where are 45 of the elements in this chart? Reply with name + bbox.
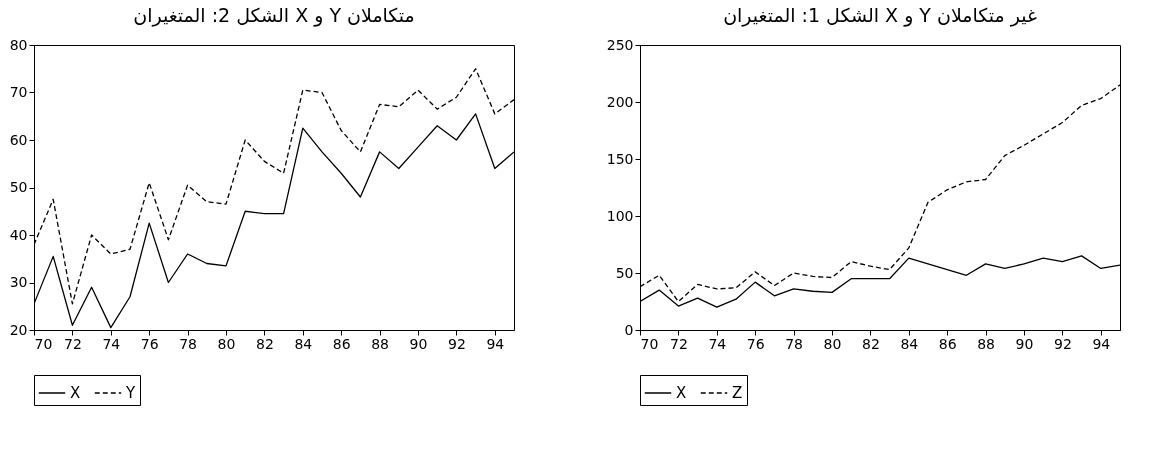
x-tick-label: 80 (217, 335, 236, 352)
y-tick-label: 30 (9, 274, 28, 290)
x-tick-label: 72 (63, 335, 82, 352)
x-tick-label: 72 (669, 335, 688, 352)
x-tick-label: 82 (255, 335, 274, 352)
x-tick-label: 70 (34, 335, 53, 352)
x-tick-label: 92 (1053, 335, 1072, 352)
y-tick-label: 250 (606, 36, 634, 53)
chart-title: الشكل 2: المتغيران X و Y متكاملان (133, 4, 415, 27)
x-tick-label: 82 (861, 335, 880, 352)
y-tick-label: 20 (9, 321, 28, 338)
y-tick-label: 80 (9, 36, 28, 53)
y-tick-label: 70 (9, 84, 28, 100)
y-tick-label: 100 (606, 207, 634, 224)
x-tick-label: 86 (332, 335, 351, 352)
legend-label: Z (732, 384, 743, 402)
chart-title: الشكل 1: المتغيران X و Y غير متكاملان (723, 4, 1037, 27)
x-tick-label: 92 (447, 335, 466, 352)
x-tick-label: 94 (486, 335, 505, 352)
x-tick-label: 78 (179, 335, 198, 352)
x-tick-label: 78 (785, 335, 804, 352)
x-tick-label: 84 (294, 335, 313, 352)
x-tick-label: 86 (938, 335, 957, 352)
y-tick-label: 200 (606, 93, 634, 110)
y-tick-label: 0 (624, 321, 634, 338)
x-tick-label: 90 (409, 335, 428, 352)
x-tick-label: 84 (900, 335, 919, 352)
legend-label: Y (125, 384, 136, 402)
x-tick-label: 88 (977, 335, 996, 352)
x-tick-label: 74 (708, 335, 727, 352)
x-tick-label: 70 (640, 335, 659, 352)
x-tick-label: 76 (140, 335, 159, 352)
x-tick-label: 80 (823, 335, 842, 352)
y-tick-label: 60 (9, 131, 28, 148)
y-tick-label: 40 (9, 226, 28, 243)
y-tick-label: 150 (606, 150, 634, 167)
x-tick-label: 94 (1092, 335, 1111, 352)
y-tick-label: 50 (615, 264, 634, 281)
x-tick-label: 90 (1015, 335, 1034, 352)
x-tick-label: 88 (371, 335, 390, 352)
x-tick-label: 76 (746, 335, 765, 352)
legend-label: X (70, 384, 81, 402)
x-tick-label: 74 (102, 335, 121, 352)
legend-label: X (676, 384, 687, 402)
y-tick-label: 50 (9, 179, 28, 195)
